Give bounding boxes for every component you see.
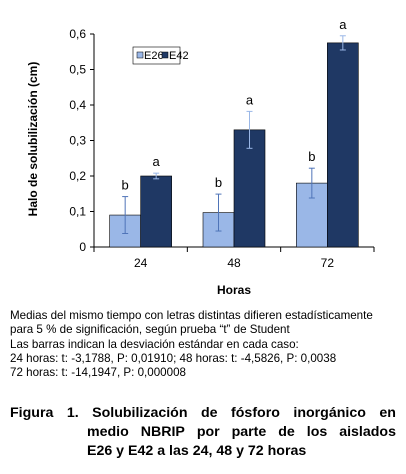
x-axis: 24 48 72 [93,246,375,270]
legend-label-e26: E26 [144,50,164,62]
bar-chart: 0 0,1 0,2 0,3 0,4 0,5 0,6 24 48 72 b a b a b a E26 E4… [26,17,375,297]
caption-word: medio [87,424,129,440]
y-tick-label: 0,6 [69,27,86,41]
significance-letter: b [308,149,315,164]
caption-word: de [278,424,295,440]
significance-letter: a [246,92,254,107]
chart-notes: Medias del mismo tiempo con letras disti… [10,309,406,380]
figure-caption: Figura 1. Solubilización de fósforo inor… [10,404,396,461]
caption-word: NBRIP [140,424,185,440]
note-line: Medias del mismo tiempo con letras disti… [10,309,373,322]
y-tick-label: 0,2 [69,169,86,183]
bar-e42-24 [140,175,172,248]
y-tick-label: 0,5 [69,63,86,77]
caption-word: en [379,405,396,421]
bar-e42-48 [233,129,266,248]
legend-box [132,46,181,65]
y-tick-label: 0,4 [69,98,86,112]
significance-letter: a [339,17,347,32]
x-axis-title: Horas [217,283,251,297]
caption-word: los [306,424,328,440]
significance-letter: a [153,154,161,169]
y-tick-label: 0,3 [69,134,86,148]
significance-letter: b [122,178,129,193]
caption-word: inorgánico [293,405,366,421]
x-tick-label: 24 [134,256,148,270]
caption-word: por [196,424,220,440]
legend-label-e42: E42 [169,50,189,62]
caption-word: 1. [66,405,79,421]
significance-letter: b [215,175,222,190]
y-axis-title: Halo de solubilización (cm) [26,62,40,217]
x-tick-label: 72 [321,256,335,270]
note-line: 72 horas: t: -14,1947, P: 0,000008 [10,366,186,380]
caption-line-2: medio NBRIP por parte de los aislados [10,423,396,442]
y-tick-label: 0 [79,240,86,254]
legend: E26 E42 [132,46,189,65]
legend-swatch-e42 [161,51,169,59]
y-tick-label: 0,1 [69,205,86,219]
note-line: para 5 % de significación, según prueba … [10,323,290,337]
y-axis: 0 0,1 0,2 0,3 0,4 0,5 0,6 [69,27,95,254]
legend-swatch-e26 [136,51,144,59]
bar-e42-72 [327,42,359,248]
note-line: 24 horas: t: -3,1788, P: 0,01910; 48 hor… [10,351,337,365]
x-tick-label: 48 [227,256,241,270]
caption-word: Solubilización [92,405,188,421]
caption-word: de [201,405,218,421]
caption-word: fósforo [231,405,280,421]
caption-line-3: E26 y E42 a las 24, 48 y 72 horas [87,443,307,459]
bars: b a b a b a [109,17,359,248]
caption-line-1: Figura 1. Solubilización de fósforo inor… [10,404,396,423]
caption-word: aislados [339,424,396,440]
note-line: Las barras indican la desviación estánda… [10,337,299,351]
caption-word: Figura [10,405,54,421]
caption-word: parte [231,424,267,440]
